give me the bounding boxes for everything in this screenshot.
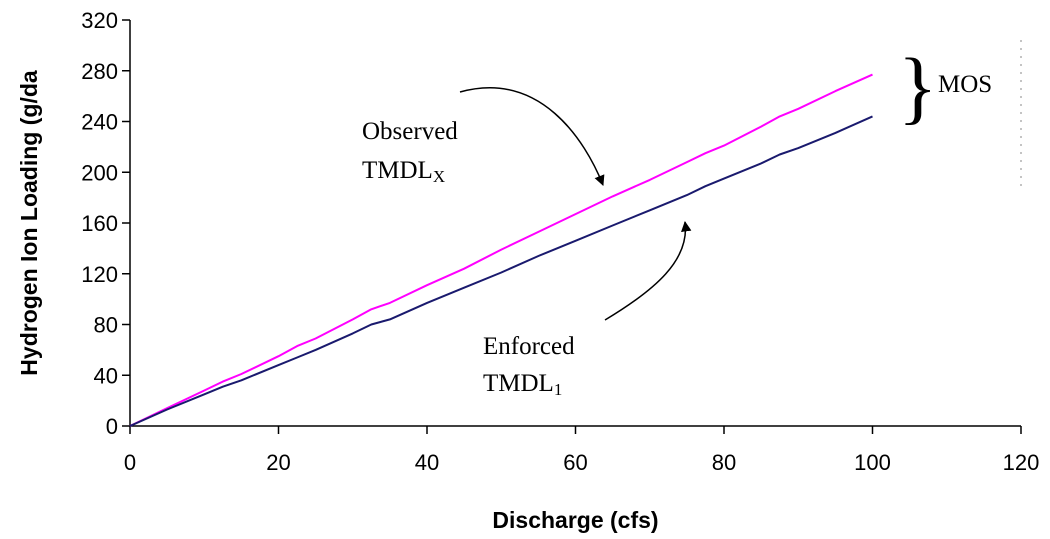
y-tick-label: 320 xyxy=(81,8,118,33)
y-tick-label: 160 xyxy=(81,211,118,236)
y-tick-label: 40 xyxy=(94,363,118,388)
mos-brace: } xyxy=(898,41,937,132)
x-tick-label: 120 xyxy=(1003,450,1040,475)
y-tick-label: 80 xyxy=(94,313,118,338)
series-layer xyxy=(129,73,873,427)
x-tick-label: 0 xyxy=(124,450,136,475)
y-tick-label: 0 xyxy=(106,414,118,439)
x-axis-title: Discharge (cfs) xyxy=(492,507,658,533)
annotation-observed-line2: TMDLX xyxy=(362,157,445,186)
axes xyxy=(129,20,1022,427)
annotation-observed: Observed TMDLX xyxy=(362,87,605,186)
x-tick-label: 80 xyxy=(712,450,736,475)
y-tick-label: 120 xyxy=(81,262,118,287)
annotation-observed-arrow xyxy=(459,87,605,186)
y-axis-title: Hydrogen Ion Loading (g/da xyxy=(16,70,42,376)
y-axis-ticks: 0 40 80 120 160 200 240 280 320 xyxy=(81,8,130,439)
y-tick-label: 240 xyxy=(81,110,118,135)
annotation-enforced-arrow xyxy=(604,220,692,321)
annotation-enforced: Enforced TMDL1 xyxy=(483,220,692,399)
x-tick-label: 60 xyxy=(563,450,587,475)
annotation-mos: } MOS xyxy=(898,41,992,132)
x-tick-label: 100 xyxy=(854,450,891,475)
x-tick-label: 20 xyxy=(266,450,290,475)
x-tick-label: 40 xyxy=(415,450,439,475)
series-line-enforced xyxy=(129,115,873,427)
mos-label: MOS xyxy=(938,71,992,98)
series-line-observed xyxy=(129,73,873,427)
y-tick-label: 200 xyxy=(81,160,118,185)
annotation-enforced-line2: TMDL1 xyxy=(483,370,562,399)
annotation-observed-line1: Observed xyxy=(362,118,458,145)
annotation-enforced-line1: Enforced xyxy=(483,333,575,360)
x-axis-ticks: 0 20 40 60 80 100 120 xyxy=(124,426,1039,475)
y-tick-label: 280 xyxy=(81,59,118,84)
